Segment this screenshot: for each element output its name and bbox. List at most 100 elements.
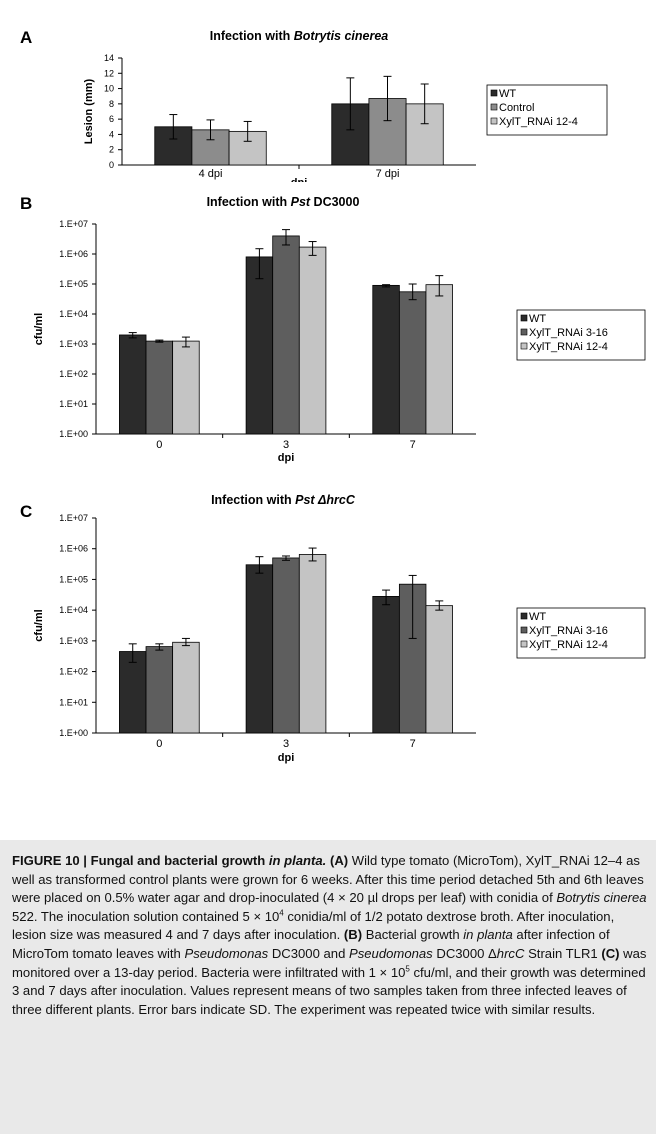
chart-title: Infection with Pst DC3000: [207, 195, 360, 209]
y-axis-label: cfu/ml: [33, 313, 45, 345]
bar: [298, 554, 327, 734]
legend-swatch: [520, 612, 528, 620]
x-tick-label: 3: [283, 738, 289, 750]
chart-title-part: DC3000: [310, 195, 359, 209]
chart-panel-c: C Infection with Pst ΔhrcC 1.E+00 1.E+01 1.…: [0, 482, 656, 810]
bar: [372, 596, 400, 734]
bar: [172, 340, 200, 435]
y-tick-label: 1.E+03: [59, 636, 88, 646]
legend-label: WT: [499, 88, 516, 100]
chart-title-part: Infection with: [211, 493, 295, 507]
legend-swatch: [520, 328, 528, 336]
y-tick-label: 1.E+02: [59, 667, 88, 677]
caption-run: 4: [279, 908, 284, 918]
caption-run: after infection of MicroTom tomato leave…: [12, 927, 610, 961]
caption-run: (C): [601, 945, 620, 961]
y-tick-label: 2: [109, 145, 114, 155]
x-axis-label: dpi: [278, 452, 295, 464]
y-tick-label: 8: [109, 99, 114, 109]
y-tick-label: 1.E+03: [59, 339, 88, 349]
caption-run: (A): [326, 853, 349, 868]
bar: [272, 557, 300, 734]
x-tick-label: 3: [283, 439, 289, 451]
legend-label: WT: [529, 313, 546, 325]
bar: [172, 641, 200, 734]
caption-title: FIGURE 10 | Fungal and bacterial growth: [12, 853, 269, 868]
legend-swatch: [520, 314, 528, 322]
y-tick-label: 1.E+00: [59, 728, 88, 738]
caption-run: was monitored over a 13-day period. Bact…: [12, 945, 647, 980]
panel-letter-a: A: [20, 28, 33, 47]
x-axis-label: dpi: [291, 177, 308, 182]
caption-run: DC3000 and: [268, 945, 349, 961]
bar: [272, 235, 300, 435]
y-tick-label: 10: [104, 84, 114, 94]
bar: [372, 284, 400, 435]
chart-title-part: Pst ΔhrcC: [295, 493, 356, 507]
chart-title: Infection with Botrytis cinerea: [210, 29, 389, 43]
caption-run: (B): [343, 927, 363, 943]
caption-run: Pseudomonas: [184, 945, 269, 961]
y-tick-label: 1.E+04: [59, 309, 88, 319]
chart-title: Infection with Pst ΔhrcC: [211, 493, 356, 507]
chart-title-part: Infection with: [207, 195, 291, 209]
bar: [145, 340, 174, 435]
y-axis-label: Lesion (mm): [83, 78, 95, 144]
bar: [425, 284, 453, 435]
y-tick-label: 0: [109, 160, 114, 170]
caption-background: [0, 840, 656, 1134]
y-tick-label: 1.E+06: [59, 544, 88, 554]
caption-run: Bacterial growth: [362, 927, 464, 943]
bar: [245, 256, 274, 435]
caption-run: conidia/ml of 1/2 potato dextrose broth.…: [12, 908, 615, 943]
y-axis-label: cfu/ml: [33, 609, 45, 641]
chart-b: Infection with Pst DC3000 1.E+00 1.E+01 1.E…: [33, 195, 646, 464]
y-tick-label: 1.E+01: [59, 697, 88, 707]
bar: [191, 129, 230, 166]
legend-box: [486, 84, 608, 136]
y-tick-label: 14: [104, 53, 114, 63]
x-tick-label: 0: [156, 738, 162, 750]
y-tick-label: 1.E+07: [59, 513, 88, 523]
y-tick-label: 1.E+02: [59, 369, 88, 379]
bar: [145, 646, 174, 734]
legend-swatch: [490, 103, 498, 111]
legend-swatch: [520, 640, 528, 648]
y-tick-label: 1.E+04: [59, 605, 88, 615]
y-tick-label: 1.E+00: [59, 429, 88, 439]
legend-label: Control: [499, 102, 534, 114]
legend-swatch: [490, 89, 498, 97]
caption-run: Pseudomonas: [349, 945, 433, 961]
chart-panel-a: A Infection with Botrytis cinerea 0 2 4 6 8 10…: [0, 0, 656, 182]
y-tick-label: 1.E+05: [59, 574, 88, 584]
caption-body: (A) Wild type tomato (MicroTom), XylT_RN…: [12, 853, 647, 1017]
x-tick-label: 0: [156, 439, 162, 451]
y-tick-label: 1.E+01: [59, 399, 88, 409]
x-tick-label: 4 dpi: [199, 168, 223, 180]
y-tick-label: 1.E+06: [59, 249, 88, 259]
legend-box: [516, 607, 646, 659]
y-tick-label: 1.E+07: [59, 219, 88, 229]
caption-run: 522. The inoculation solution contained …: [12, 908, 280, 924]
legend-label: XylT_RNAi 3-16: [529, 327, 608, 339]
chart-title-part: Infection with: [210, 29, 294, 43]
caption-run: 5: [405, 964, 410, 974]
legend-swatch: [490, 117, 498, 125]
caption-title-italic: in planta.: [268, 853, 327, 868]
x-tick-label: 7: [410, 738, 416, 750]
legend-swatch: [520, 626, 528, 634]
caption-run: in planta: [463, 927, 513, 943]
panel-letter-b: B: [20, 194, 33, 213]
x-tick-label: 7 dpi: [376, 168, 400, 180]
figure-caption: FIGURE 10 | Fungal and bacterial growth …: [12, 852, 648, 1019]
legend-label: XylT_RNAi 12-4: [529, 639, 608, 651]
bar: [119, 651, 147, 734]
y-tick-label: 4: [109, 129, 114, 139]
y-tick-label: 6: [109, 114, 114, 124]
bar: [398, 291, 427, 435]
chart-title-part: Botrytis cinerea: [294, 29, 389, 43]
panel-letter-c: C: [20, 502, 33, 521]
y-tick-label: 1.E+05: [59, 279, 88, 289]
chart-a: Infection with Botrytis cinerea 0 2 4 6 8 10 12…: [83, 29, 608, 182]
caption-run: Botrytis cinerea: [556, 890, 647, 906]
